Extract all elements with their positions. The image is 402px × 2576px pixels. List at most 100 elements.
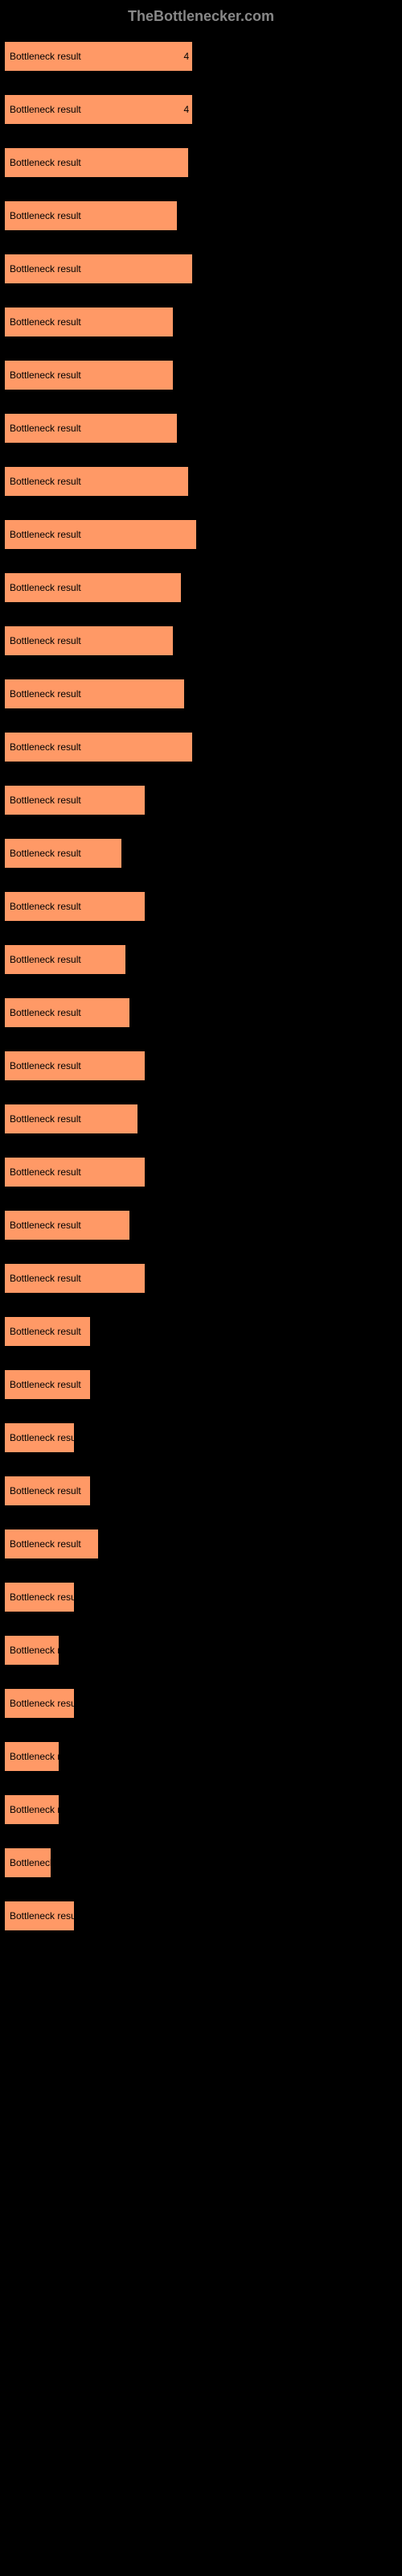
bar-row: Bottleneck result4: [4, 41, 398, 72]
bar-label: Bottleneck result: [10, 423, 81, 434]
bar-label: Bottleneck result: [10, 369, 81, 381]
bar-row: Bottleneck result: [4, 307, 398, 337]
bar: Bottleneck result: [4, 1051, 146, 1081]
bar-label: Bottleneck result: [10, 1326, 81, 1337]
bar: Bottleneck result: [4, 466, 189, 497]
bar-row: Bottleneck result: [4, 360, 398, 390]
bar: Bottleneck result: [4, 307, 174, 337]
bar: Bottleneck result: [4, 1582, 75, 1612]
bar-label: Bottleneck result: [10, 210, 81, 221]
bar: Bottleneck result: [4, 1263, 146, 1294]
bar: Bottleneck result: [4, 1422, 75, 1453]
bar: Bottleneck result: [4, 785, 146, 815]
bar-label: Bottleneck result: [10, 476, 81, 487]
bar: Bottleneck result4: [4, 41, 193, 72]
bar-label: Bottleneck result: [10, 1166, 81, 1178]
bar: Bottleneck result: [4, 944, 126, 975]
bar: Bottleneck result: [4, 1316, 91, 1347]
bar-row: Bottleneck result: [4, 1688, 398, 1719]
bar-row: Bottleneck result: [4, 1794, 398, 1825]
bar-label: Bottleneck result: [10, 104, 81, 115]
bar-label: Bottleneck result: [10, 1220, 81, 1231]
bar-label: Bottleneck result: [10, 1698, 74, 1709]
bar-row: Bottleneck result: [4, 254, 398, 284]
bar-label: Bottleneck result: [10, 1007, 81, 1018]
bar-row: Bottleneck result: [4, 1582, 398, 1612]
bar: Bottleneck result: [4, 1741, 59, 1772]
bar-label: Bottleneck result: [10, 1432, 74, 1443]
bar-row: Bottleneck result: [4, 1051, 398, 1081]
bar: Bottleneck result: [4, 572, 182, 603]
bar-label: Bottleneck result: [10, 1538, 81, 1550]
bar-label: Bottleneck result: [10, 688, 81, 700]
bar-label: Bottleneck result: [10, 1273, 81, 1284]
bar-row: Bottleneck result: [4, 1263, 398, 1294]
bar-label: Bottleneck result: [10, 1113, 81, 1125]
bar-value: 4: [184, 104, 190, 115]
bar: Bottleneck result: [4, 891, 146, 922]
bar: Bottleneck result: [4, 838, 122, 869]
bar-row: Bottleneck result: [4, 1422, 398, 1453]
bar-label: Bottleneck result: [10, 582, 81, 593]
bar-label: Bottleneck result: [10, 1857, 51, 1868]
bar-row: Bottleneck result: [4, 625, 398, 656]
bar-row: Bottleneck result: [4, 200, 398, 231]
bar: Bottleneck result: [4, 732, 193, 762]
bar-row: Bottleneck result: [4, 519, 398, 550]
bar-label: Bottleneck result: [10, 1645, 59, 1656]
bar-row: Bottleneck result 4: [4, 94, 398, 125]
bar-row: Bottleneck result: [4, 1210, 398, 1241]
bar-label: Bottleneck result: [10, 1379, 81, 1390]
bar: Bottleneck result: [4, 413, 178, 444]
bar-label: Bottleneck result: [10, 316, 81, 328]
bar: Bottleneck result: [4, 997, 130, 1028]
bar: Bottleneck result: [4, 1901, 75, 1931]
bar-label: Bottleneck result: [10, 741, 81, 753]
bar-label: Bottleneck result: [10, 1060, 81, 1071]
bar: Bottleneck result: [4, 1157, 146, 1187]
bar: Bottleneck result: [4, 254, 193, 284]
bar-row: Bottleneck result: [4, 1316, 398, 1347]
bar-label: Bottleneck result: [10, 848, 81, 859]
bar-label: Bottleneck result: [10, 51, 81, 62]
bar: Bottleneck result: [4, 1794, 59, 1825]
bar-label: Bottleneck result: [10, 901, 81, 912]
bar-row: Bottleneck result: [4, 1529, 398, 1559]
bar: Bottleneck result: [4, 679, 185, 709]
header-title: TheBottlenecker.com: [0, 8, 402, 25]
bar: Bottleneck result: [4, 519, 197, 550]
bar-row: Bottleneck result: [4, 838, 398, 869]
bar-row: Bottleneck result: [4, 1157, 398, 1187]
bar-label: Bottleneck result: [10, 795, 81, 806]
bar-row: Bottleneck result: [4, 891, 398, 922]
bar-row: Bottleneck result: [4, 1476, 398, 1506]
bar-label: Bottleneck result: [10, 1804, 59, 1815]
bar-label: Bottleneck result: [10, 1485, 81, 1496]
bar-row: Bottleneck result: [4, 1369, 398, 1400]
bar-row: Bottleneck result: [4, 413, 398, 444]
bar-label: Bottleneck result: [10, 1751, 59, 1762]
bar: Bottleneck result: [4, 1369, 91, 1400]
bar-row: Bottleneck result: [4, 466, 398, 497]
bar-row: Bottleneck result: [4, 679, 398, 709]
bar-row: Bottleneck result: [4, 1635, 398, 1666]
bar: Bottleneck result: [4, 1529, 99, 1559]
bar-row: Bottleneck result: [4, 944, 398, 975]
bar: Bottleneck result: [4, 1635, 59, 1666]
bar-label: Bottleneck result: [10, 157, 81, 168]
bar: Bottleneck result: [4, 1476, 91, 1506]
bar-label: Bottleneck result: [10, 954, 81, 965]
bar-row: Bottleneck result: [4, 1901, 398, 1931]
bar-row: Bottleneck result: [4, 1104, 398, 1134]
bar: Bottleneck result: [4, 360, 174, 390]
bar: Bottleneck result: [4, 1104, 138, 1134]
bar-row: Bottleneck result: [4, 147, 398, 178]
bar: Bottleneck result: [4, 1847, 51, 1878]
bar-row: Bottleneck result: [4, 1741, 398, 1772]
bar: Bottleneck result: [4, 200, 178, 231]
bar-label: Bottleneck result: [10, 263, 81, 275]
chart-container: Bottleneck result4Bottleneck result4Bott…: [0, 41, 402, 1931]
bar-label: Bottleneck result: [10, 1910, 74, 1922]
bar-label: Bottleneck result: [10, 1591, 74, 1603]
bar-label: Bottleneck result: [10, 635, 81, 646]
